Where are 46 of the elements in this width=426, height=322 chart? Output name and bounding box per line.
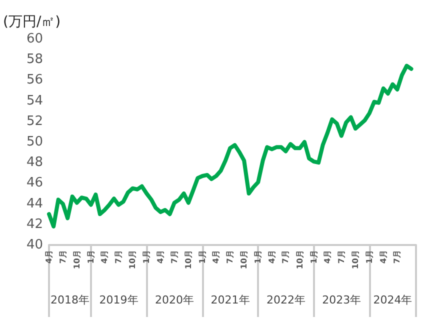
x-tick-label: 4月 — [44, 250, 54, 264]
x-tick-label: 4月 — [212, 250, 221, 264]
x-tick-label: 7月 — [58, 250, 68, 264]
text: 2019年 — [99, 294, 138, 306]
x-tick-label: 10月 — [350, 250, 360, 270]
y-tick-label: 44 — [26, 196, 43, 212]
y-tick-label: 48 — [26, 155, 43, 170]
y-tick-label: 54 — [26, 93, 43, 108]
text: 2023年 — [322, 294, 362, 306]
x-tick-label: 7月 — [226, 250, 235, 264]
x-tick-label: 4月 — [267, 250, 276, 264]
y-tick-label: 56 — [26, 72, 43, 88]
x-tick-label: 7月 — [336, 250, 346, 264]
y-axis-title: (万円/㎡) — [3, 14, 61, 30]
y-tick-label: 42 — [26, 216, 43, 232]
x-tick-label: 1月 — [364, 250, 374, 264]
y-tick-label: 58 — [26, 52, 43, 68]
line-series — [47, 64, 414, 228]
x-tick-label: 10月 — [128, 250, 138, 270]
x-tick-label: 1月 — [86, 250, 96, 264]
x-tick-label: 10月 — [72, 250, 82, 270]
x-tick-label: 4月 — [100, 250, 110, 264]
y-tick-label: 40 — [26, 238, 43, 252]
x-tick-label: 7月 — [114, 250, 124, 264]
x-tick-label: 10月 — [240, 250, 249, 270]
x-tick-label: 10月 — [184, 250, 193, 270]
x-tick-label: 10月 — [295, 250, 304, 270]
text: 2020年 — [155, 294, 194, 306]
y-tick-label: 50 — [26, 134, 43, 150]
x-tick-label: 7月 — [170, 250, 179, 264]
text: 2021年 — [210, 294, 250, 306]
y-tick-label: 52 — [26, 114, 43, 129]
x-tick-label: 1月 — [142, 250, 152, 264]
x-tick-label: 4月 — [156, 250, 166, 264]
text: 2018年 — [50, 294, 90, 306]
x-tick-label: 4月 — [323, 250, 332, 264]
x-tick-label: 7月 — [281, 250, 290, 264]
x-tick-label: 1月 — [254, 250, 263, 264]
text: 2024年 — [373, 294, 412, 306]
x-tick-label: 7月 — [392, 250, 402, 264]
x-tick-label: 1月 — [198, 250, 207, 264]
x-tick-label: 4月 — [378, 250, 388, 264]
text: 2022年 — [266, 294, 306, 306]
y-tick-label: 46 — [26, 176, 43, 191]
y-tick-label: 60 — [26, 32, 43, 46]
x-tick-label: 1月 — [309, 250, 318, 264]
